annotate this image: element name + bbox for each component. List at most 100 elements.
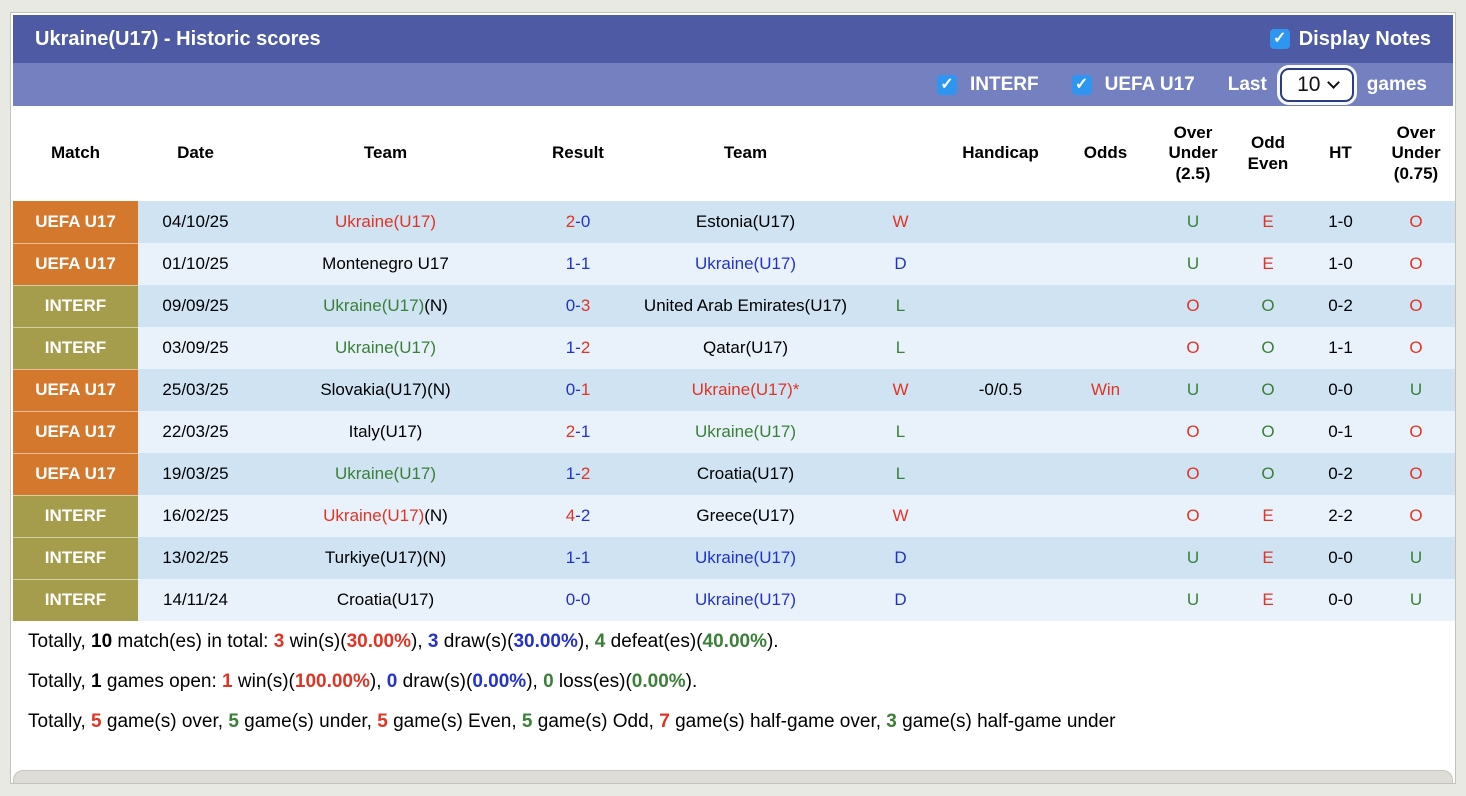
historic-scores-panel: Ukraine(U17) - Historic scores ✓ Display…	[10, 12, 1456, 784]
result-letter: W	[853, 495, 948, 537]
table-header: Match Date Team Result Team Handicap Odd…	[13, 106, 1455, 201]
over-under-25-value: U	[1158, 201, 1228, 243]
odds-value	[1053, 453, 1158, 495]
home-team: Ukraine(U17)	[253, 201, 518, 243]
half-time-score: 0-0	[1308, 579, 1373, 621]
over-under-25-value: O	[1158, 411, 1228, 453]
match-date: 19/03/25	[138, 453, 253, 495]
result-letter: L	[853, 411, 948, 453]
match-date: 09/09/25	[138, 285, 253, 327]
col-odds: Odds	[1053, 106, 1158, 201]
result-letter: D	[853, 537, 948, 579]
away-team: Croatia(U17)	[638, 453, 853, 495]
chevron-down-icon	[1327, 75, 1341, 89]
over-under-075-value: O	[1373, 201, 1455, 243]
col-over-under-25: Over Under (2.5)	[1158, 106, 1228, 201]
last-games-value: 10	[1297, 72, 1321, 96]
away-team: Greece(U17)	[638, 495, 853, 537]
home-team: Turkiye(U17)(N)	[253, 537, 518, 579]
match-date: 22/03/25	[138, 411, 253, 453]
handicap-value	[948, 453, 1053, 495]
handicap-value: -0/0.5	[948, 369, 1053, 411]
over-under-075-value: U	[1373, 537, 1455, 579]
league-badge: INTERF	[13, 537, 138, 580]
odd-even-value: O	[1228, 411, 1308, 453]
result-score: 0-3	[518, 285, 638, 327]
handicap-value	[948, 285, 1053, 327]
table-row: UEFA U17 19/03/25 Ukraine(U17) 1-2 Croatia(U…	[13, 453, 1455, 496]
odds-value	[1053, 243, 1158, 285]
result-letter: L	[853, 327, 948, 369]
display-notes-control: ✓ Display Notes	[1269, 28, 1431, 51]
half-time-score: 0-0	[1308, 369, 1373, 411]
match-date: 14/11/24	[138, 579, 253, 621]
home-team: Ukraine(U17)(N)	[253, 495, 518, 537]
odd-even-value: E	[1228, 579, 1308, 621]
match-date: 16/02/25	[138, 495, 253, 537]
half-time-score: 0-2	[1308, 285, 1373, 327]
odds-value	[1053, 285, 1158, 327]
result-score: 0-0	[518, 579, 638, 621]
table-row: INTERF 03/09/25 Ukraine(U17) 1-2 Qatar(U17) L…	[13, 327, 1455, 370]
col-date: Date	[138, 106, 253, 201]
col-ht: HT	[1308, 106, 1373, 201]
result-letter: W	[853, 201, 948, 243]
filter-bar: ✓ INTERF ✓ UEFA U17 Last 10 games	[13, 63, 1453, 106]
odd-even-value: O	[1228, 369, 1308, 411]
half-time-score: 1-0	[1308, 243, 1373, 285]
uefa-u17-checkbox[interactable]: ✓	[1071, 74, 1092, 95]
half-time-score: 1-1	[1308, 327, 1373, 369]
uefa-u17-label: UEFA U17	[1104, 73, 1195, 95]
match-date: 03/09/25	[138, 327, 253, 369]
home-team: Croatia(U17)	[253, 579, 518, 621]
result-score: 1-2	[518, 327, 638, 369]
table-row: INTERF 09/09/25 Ukraine(U17)(N) 0-3 United A…	[13, 285, 1455, 328]
summary-section: Totally, 10 match(es) in total: 3 win(s)…	[13, 621, 1453, 742]
handicap-value	[948, 495, 1053, 537]
check-icon: ✓	[940, 75, 954, 93]
interf-label: INTERF	[970, 73, 1039, 95]
col-odd-even: Odd Even	[1228, 106, 1308, 201]
odd-even-value: E	[1228, 201, 1308, 243]
last-games-select[interactable]: 10	[1279, 67, 1354, 102]
away-team: United Arab Emirates(U17)	[638, 285, 853, 327]
handicap-value	[948, 201, 1053, 243]
result-score: 1-1	[518, 243, 638, 285]
next-section-strip	[13, 770, 1453, 783]
title-bar: Ukraine(U17) - Historic scores ✓ Display…	[13, 15, 1453, 63]
half-time-score: 2-2	[1308, 495, 1373, 537]
interf-checkbox[interactable]: ✓	[937, 74, 957, 95]
over-under-075-value: U	[1373, 369, 1455, 411]
away-team: Ukraine(U17)*	[638, 369, 853, 411]
over-under-25-value: O	[1158, 285, 1228, 327]
league-badge: UEFA U17	[13, 369, 138, 412]
summary-line: Totally, 1 games open: 1 win(s)(100.00%)…	[28, 670, 698, 692]
home-team: Ukraine(U17)	[253, 453, 518, 495]
home-team: Slovakia(U17)(N)	[253, 369, 518, 411]
league-badge: UEFA U17	[13, 243, 138, 286]
col-match: Match	[13, 106, 138, 201]
odd-even-value: E	[1228, 537, 1308, 579]
over-under-075-value: O	[1373, 285, 1455, 327]
result-score: 1-1	[518, 537, 638, 579]
games-label: games	[1366, 73, 1427, 95]
league-badge: UEFA U17	[13, 201, 138, 244]
over-under-075-value: O	[1373, 327, 1455, 369]
odds-value	[1053, 327, 1158, 369]
result-letter: L	[853, 453, 948, 495]
table-row: UEFA U17 01/10/25 Montenegro U17 1-1 Ukraine…	[13, 243, 1455, 286]
odds-value	[1053, 579, 1158, 621]
over-under-075-value: O	[1373, 243, 1455, 285]
league-badge: INTERF	[13, 285, 138, 328]
half-time-score: 0-2	[1308, 453, 1373, 495]
table-row: INTERF 13/02/25 Turkiye(U17)(N) 1-1 Ukraine(…	[13, 537, 1455, 580]
league-badge: UEFA U17	[13, 411, 138, 454]
odd-even-value: E	[1228, 495, 1308, 537]
col-over-under-075: Over Under (0.75)	[1373, 106, 1455, 201]
result-score: 0-1	[518, 369, 638, 411]
over-under-075-value: O	[1373, 411, 1455, 453]
home-team: Ukraine(U17)	[253, 327, 518, 369]
over-under-075-value: O	[1373, 495, 1455, 537]
display-notes-checkbox[interactable]: ✓	[1269, 29, 1290, 49]
result-score: 4-2	[518, 495, 638, 537]
